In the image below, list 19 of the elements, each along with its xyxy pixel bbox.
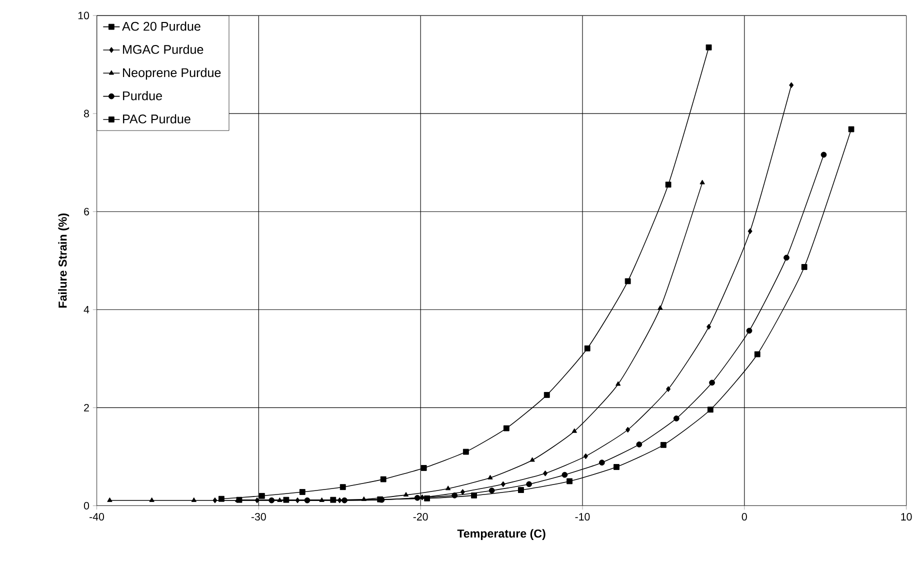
y-tick-label: 4	[84, 306, 90, 314]
x-axis-title: Temperature (C)	[457, 529, 546, 540]
legend-label: Purdue	[123, 91, 162, 100]
y-tick-label: 0	[84, 502, 90, 510]
x-tick-label: -40	[90, 513, 104, 521]
legend-label: PAC Purdue	[123, 114, 190, 124]
x-tick-label: 0	[742, 513, 747, 521]
x-tick-label: -20	[413, 513, 428, 521]
x-tick-label: -30	[251, 513, 266, 521]
x-tick-label: 10	[901, 513, 912, 521]
x-tick-label: -10	[575, 513, 590, 521]
legend-label: Neoprene Purdue	[123, 68, 221, 80]
y-tick-label: 2	[84, 404, 89, 412]
y-tick-label: 6	[84, 208, 89, 216]
legend-label: AC 20 Purdue	[122, 22, 200, 31]
y-tick-label: 10	[78, 12, 90, 20]
y-tick-label: 8	[84, 110, 89, 118]
legend-label: MGAC Purdue	[123, 44, 204, 54]
y-axis-title: Failure Strain (%)	[58, 214, 70, 308]
